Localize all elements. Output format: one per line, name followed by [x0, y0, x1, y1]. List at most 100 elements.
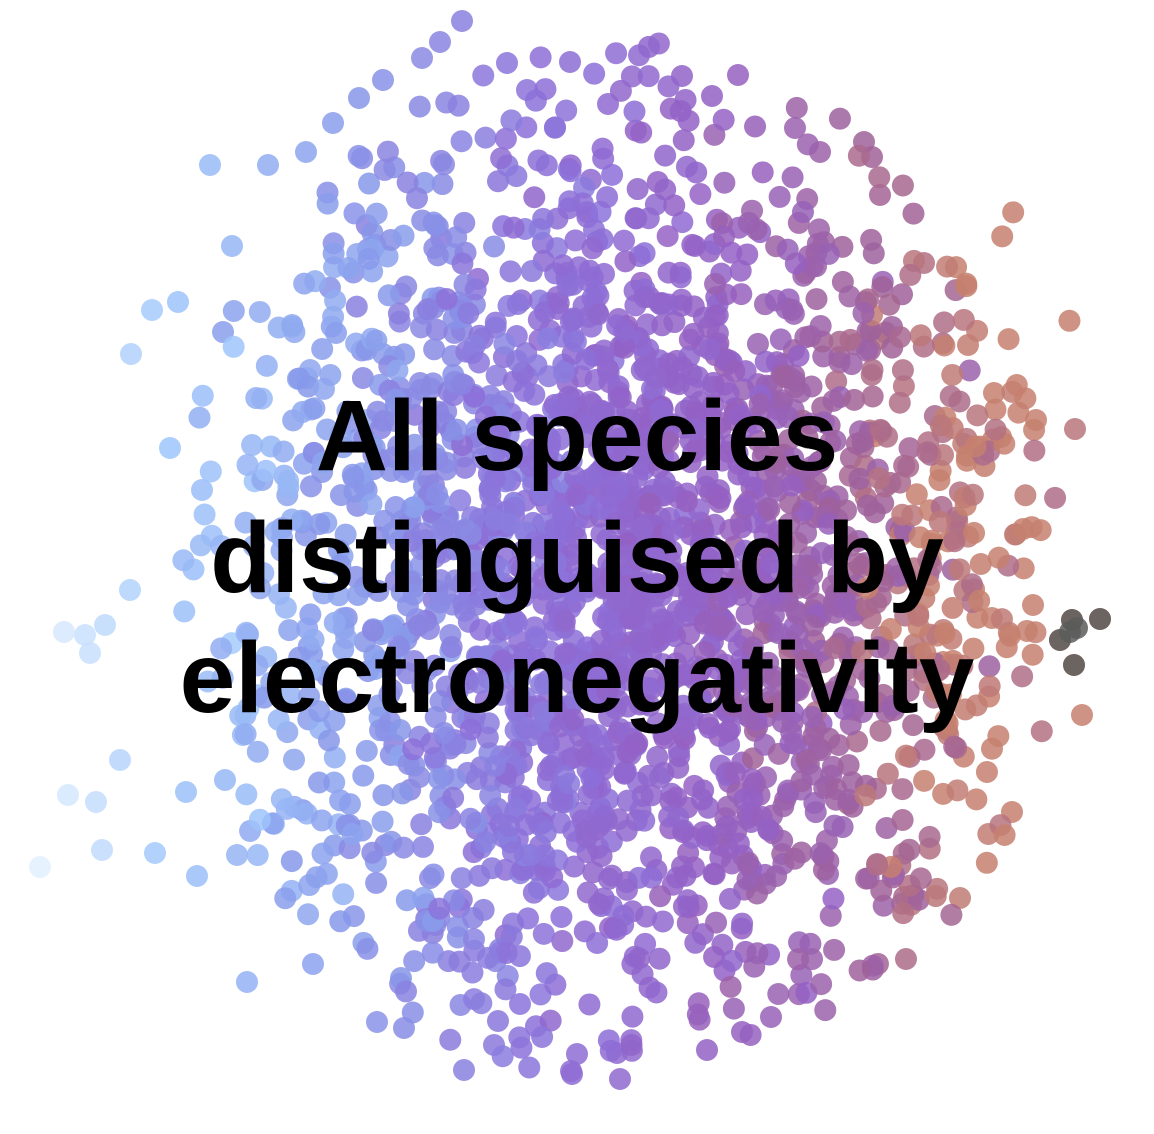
scatter-point [520, 260, 543, 283]
scatter-point [392, 224, 415, 247]
scatter-point [719, 975, 742, 998]
scatter-point [987, 546, 1010, 569]
scatter-point [560, 1060, 583, 1083]
scatter-point [744, 115, 767, 138]
scatter-point [352, 764, 375, 787]
scatter-point [895, 948, 917, 970]
scatter-point [428, 801, 451, 824]
scatter-point [439, 1028, 462, 1051]
scatter-point [530, 673, 553, 696]
scatter-point [902, 714, 925, 737]
scatter-point [564, 330, 587, 353]
scatter-point [199, 154, 221, 176]
scatter-point [378, 683, 401, 706]
scatter-point [727, 452, 750, 475]
scatter-point [975, 760, 998, 783]
scatter-point [323, 611, 346, 634]
scatter-point [598, 705, 621, 728]
scatter-point [626, 465, 649, 488]
scatter-point [962, 637, 985, 660]
scatter-point [905, 483, 928, 506]
scatter-point [892, 902, 915, 925]
scatter-point [720, 241, 743, 264]
scatter-point [609, 79, 632, 102]
scatter-point [582, 861, 605, 884]
scatter-point [494, 127, 517, 150]
scatter-point [899, 263, 922, 286]
scatter-point [805, 288, 828, 311]
scatter-point [619, 607, 642, 630]
scatter-point [786, 554, 809, 577]
scatter-point [540, 457, 563, 480]
scatter-point [731, 912, 754, 935]
scatter-point [840, 534, 863, 557]
scatter-point [79, 642, 101, 664]
scatter-point [784, 117, 806, 139]
scatter-point [688, 1008, 711, 1031]
scatter-point [762, 584, 785, 607]
scatter-point [659, 97, 682, 120]
scatter-point [490, 147, 513, 170]
scatter-point [696, 824, 719, 847]
scatter-point [785, 96, 808, 119]
scatter-point [372, 784, 395, 807]
scatter-point [1014, 484, 1037, 507]
scatter-point [537, 440, 560, 463]
scatter-point [450, 373, 473, 396]
scatter-point [738, 706, 761, 729]
scatter-point [746, 942, 769, 965]
scatter-point [532, 922, 555, 945]
scatter-point [499, 260, 522, 283]
scatter-point [776, 406, 799, 429]
scatter-point [401, 1001, 424, 1024]
scatter-point [463, 988, 486, 1011]
scatter-point [416, 298, 439, 321]
scatter-point [949, 887, 971, 909]
scatter-point [672, 895, 695, 918]
scatter-point [685, 161, 708, 184]
scatter-point [633, 242, 656, 265]
scatter-point [943, 735, 966, 758]
scatter-point [502, 216, 525, 239]
scatter-point [705, 911, 728, 934]
scatter-point [338, 793, 361, 816]
scatter-point [741, 671, 764, 694]
scatter-point [817, 512, 840, 535]
scatter-point [852, 658, 875, 681]
scatter-point-outlier [1063, 654, 1085, 676]
scatter-point [867, 636, 890, 659]
scatter-point [613, 229, 636, 252]
scatter-point [246, 844, 269, 867]
scatter-point [628, 44, 651, 67]
scatter-point [311, 451, 334, 474]
scatter-point [405, 187, 428, 210]
scatter-point [891, 808, 914, 831]
scatter-point [408, 95, 431, 118]
scatter-point [85, 791, 107, 813]
scatter-point [564, 689, 587, 712]
scatter-point [680, 363, 703, 386]
scatter-point [463, 550, 486, 573]
scatter-point [299, 659, 322, 682]
scatter-point [879, 618, 902, 641]
scatter-point [435, 451, 458, 474]
scatter-point [1023, 439, 1046, 462]
scatter-point [737, 211, 760, 234]
scatter-point [478, 477, 501, 500]
scatter-point [654, 144, 677, 167]
scatter-point [987, 725, 1010, 748]
scatter-point [546, 498, 569, 521]
scatter-point [505, 165, 528, 188]
scatter-point [638, 492, 661, 515]
scatter-point [255, 354, 278, 377]
scatter-point [384, 388, 407, 411]
scatter-point [537, 731, 560, 754]
scatter-point [445, 418, 468, 441]
scatter-point [403, 950, 426, 973]
scatter-point [426, 482, 449, 505]
scatter-point [91, 839, 113, 861]
scatter-point [692, 779, 715, 802]
scatter-point [1071, 704, 1093, 726]
scatter-point [193, 503, 216, 526]
scatter-point [451, 10, 473, 32]
